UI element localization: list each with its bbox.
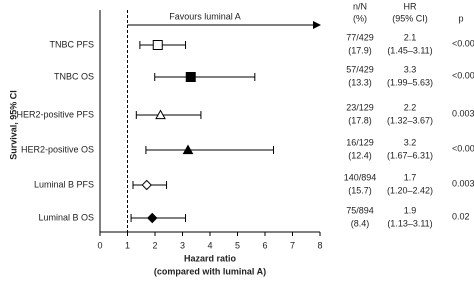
n-label: 57/429 [346, 64, 374, 74]
category-label: Luminal B PFS [34, 179, 94, 189]
p-label: <0.001 [452, 38, 474, 48]
point [147, 212, 158, 224]
p-label: 0.02 [452, 211, 470, 221]
point [141, 179, 152, 191]
ci-label: (1.67–6.31) [387, 150, 433, 160]
n-label: 75/894 [346, 205, 374, 215]
point [182, 144, 194, 155]
p-label: 0.0034 [452, 108, 474, 118]
category-label: Luminal B OS [38, 212, 94, 222]
hr-label: 1.9 [404, 205, 417, 215]
x-tick-label: 1 [125, 240, 130, 250]
category-label: TNBC OS [54, 71, 94, 81]
hr-label: 3.3 [404, 64, 417, 74]
ci-label: (1.45–3.11) [387, 45, 432, 55]
ci-label: (1.13–3.11) [387, 218, 432, 228]
x-tick-label: 2 [152, 240, 157, 250]
n-label: 23/129 [346, 102, 374, 112]
ci-label: (1.32–3.67) [387, 115, 433, 125]
hr-label: 1.7 [404, 172, 417, 182]
x-tick-label: 3 [180, 240, 185, 250]
x-axis-label: (compared with luminal A) [154, 266, 266, 276]
ci-label: (1.20–2.42) [387, 185, 433, 195]
column-header: (%) [353, 13, 367, 23]
y-axis-label: Survival, 95% CI [8, 90, 18, 160]
point [185, 72, 196, 82]
x-tick-label: 5 [235, 240, 240, 250]
p-label: 0.0034 [452, 178, 474, 188]
pct-label: (12.4) [348, 150, 372, 160]
pct-label: (8.4) [351, 218, 370, 228]
p-label: <0.001 [452, 70, 474, 80]
p-label: <0.001 [452, 143, 474, 153]
point [152, 40, 163, 50]
hr-label: 2.2 [404, 102, 417, 112]
n-label: 16/129 [346, 137, 374, 147]
n-label: 140/894 [344, 172, 377, 182]
pct-label: (17.8) [348, 115, 372, 125]
ci-label: (1.99–5.63) [387, 77, 433, 87]
annotation: Favours luminal A [169, 11, 241, 21]
hr-label: 3.2 [404, 137, 417, 147]
pct-label: (17.9) [348, 45, 372, 55]
x-tick-label: 7 [290, 240, 295, 250]
category-label: HER2-positive PFS [16, 109, 94, 119]
column-header: HR [404, 1, 417, 11]
column-header: (95% CI) [392, 13, 428, 23]
point [155, 109, 166, 120]
n-label: 77/429 [346, 32, 374, 42]
pct-label: (13.3) [348, 77, 372, 87]
x-axis-label: Hazard ratio [184, 253, 237, 263]
x-tick-label: 0 [97, 240, 102, 250]
column-header: p [458, 13, 463, 23]
category-label: TNBC PFS [49, 39, 94, 49]
x-tick-label: 4 [207, 240, 212, 250]
category-label: HER2-positive OS [21, 144, 94, 154]
pct-label: (15.7) [348, 185, 372, 195]
hr-label: 2.1 [404, 32, 417, 42]
x-tick-label: 6 [262, 240, 267, 250]
column-header: n/N [353, 1, 367, 11]
x-tick-label: 8 [317, 240, 322, 250]
